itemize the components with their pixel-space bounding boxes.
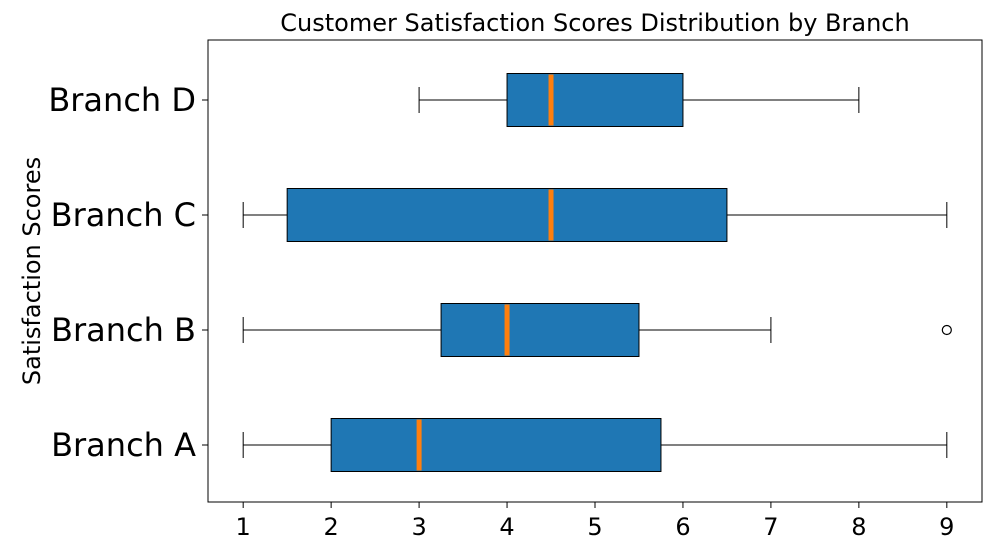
box-branch-d (419, 74, 859, 127)
box-branch-c (243, 189, 947, 242)
iqr-box-branch-b (441, 304, 639, 357)
iqr-box-branch-d (507, 74, 683, 127)
y-tick-label-branch-c: Branch C (51, 196, 196, 234)
box-branch-b (243, 304, 951, 357)
x-tick-label-7: 7 (763, 513, 778, 541)
box-branch-a (243, 419, 947, 472)
x-tick-label-3: 3 (411, 513, 426, 541)
x-tick-label-8: 8 (851, 513, 866, 541)
x-tick-label-4: 4 (499, 513, 514, 541)
y-tick-label-branch-a: Branch A (51, 426, 196, 464)
x-axis: 1 2 3 4 5 6 7 8 9 (236, 502, 955, 541)
x-tick-label-2: 2 (323, 513, 338, 541)
y-axis-label: Satisfaction Scores (18, 157, 46, 385)
y-tick-label-branch-b: Branch B (51, 311, 196, 349)
outlier-point-branch-b-0 (942, 326, 951, 335)
x-tick-label-6: 6 (675, 513, 690, 541)
x-tick-label-5: 5 (587, 513, 602, 541)
chart-title: Customer Satisfaction Scores Distributio… (280, 9, 909, 37)
x-tick-label-9: 9 (939, 513, 954, 541)
y-axis: Branch A Branch B Branch C Branch D (48, 81, 208, 464)
y-tick-label-branch-d: Branch D (48, 81, 196, 119)
boxes-group (243, 74, 951, 472)
iqr-box-branch-c (287, 189, 727, 242)
iqr-box-branch-a (331, 419, 661, 472)
x-tick-label-1: 1 (236, 513, 251, 541)
